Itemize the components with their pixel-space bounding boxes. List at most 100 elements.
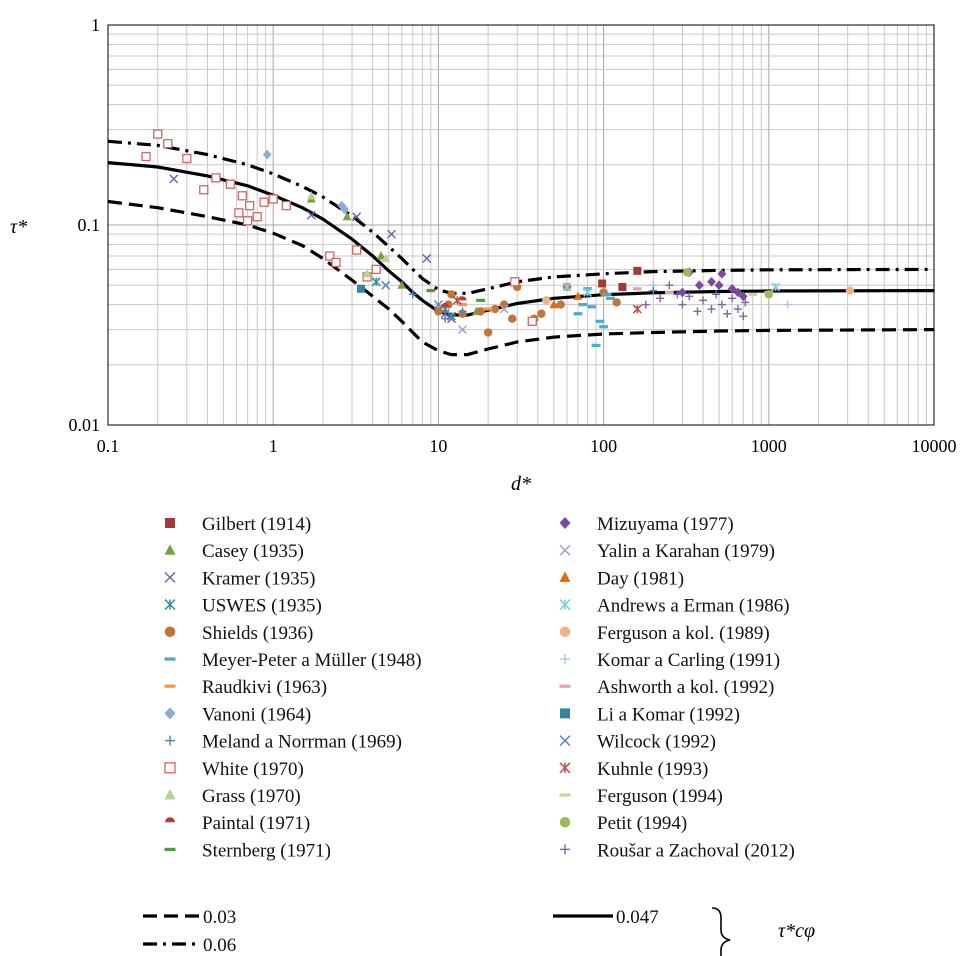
legend-marker <box>165 518 175 528</box>
legend-label: Casey (1935) <box>202 541 304 562</box>
legend-label: Petit (1994) <box>597 813 687 834</box>
legend-item: Ferguson a kol. (1989) <box>559 623 770 644</box>
legend-item: Kramer (1935) <box>164 568 315 589</box>
data-point <box>426 288 436 293</box>
data-point <box>549 299 559 309</box>
data-point <box>163 139 173 149</box>
data-point <box>739 312 748 321</box>
data-point <box>211 173 221 183</box>
legend-item: Raudkivi (1963) <box>164 677 327 698</box>
data-point <box>707 305 716 314</box>
brace-label: τ*cφ <box>778 920 815 942</box>
legend-marker <box>560 844 570 855</box>
data-point <box>583 287 593 298</box>
legend-item: Ferguson (1994) <box>559 786 723 807</box>
legend-label: Yalin a Karahan (1979) <box>597 541 775 562</box>
legend-marker <box>559 544 571 556</box>
data-point <box>510 277 520 287</box>
data-point <box>764 290 773 299</box>
legend-item: Andrews a Erman (1986) <box>559 596 790 617</box>
legend-marker <box>559 571 571 582</box>
data-point <box>357 284 366 293</box>
data-point <box>476 307 485 316</box>
data-point <box>606 296 615 300</box>
data-point <box>573 312 583 316</box>
legend-label: Raudkivi (1963) <box>202 677 327 698</box>
data-point <box>733 287 743 298</box>
legend-item: Komar a Carling (1991) <box>560 650 780 671</box>
data-point <box>458 325 468 335</box>
legend-item: Gilbert (1914) <box>165 514 311 535</box>
curve-0-047 <box>107 161 935 317</box>
x-tick-label: 10000 <box>912 436 957 456</box>
legend-item: Paintal (1971) <box>165 813 310 834</box>
legend-label: Kuhnle (1993) <box>597 759 708 780</box>
data-point <box>508 314 517 323</box>
data-point <box>352 212 362 222</box>
legend-marker <box>164 599 176 611</box>
legend-marker <box>164 847 176 851</box>
data-point <box>262 149 272 160</box>
data-point <box>458 302 467 307</box>
data-point <box>337 200 347 211</box>
data-point <box>712 290 721 299</box>
data-point <box>694 280 704 291</box>
data-point <box>632 287 642 291</box>
threshold-curves <box>107 139 935 357</box>
legend-item: Day (1981) <box>559 568 684 589</box>
legend-marker <box>164 707 176 720</box>
legend-marker <box>559 626 571 638</box>
data-point <box>234 208 244 218</box>
data-point <box>169 174 179 184</box>
data-point <box>599 325 608 329</box>
data-point <box>723 309 732 318</box>
data-point <box>268 194 278 204</box>
data-point <box>693 307 702 316</box>
legend-curve-label: 0.06 <box>203 935 236 956</box>
data-point <box>281 200 291 211</box>
data-point <box>618 282 627 291</box>
x-tick-label: 10 <box>429 436 447 456</box>
legend-label: Paintal (1971) <box>202 813 310 834</box>
legend-curve-item: 0.047 <box>553 907 659 928</box>
plot-frame <box>107 24 935 426</box>
data-point <box>748 292 758 296</box>
legend-item: Meland a Norrman (1969) <box>165 732 402 753</box>
data-point <box>199 185 209 195</box>
legend-curve-label: 0.047 <box>616 907 659 928</box>
legend-item: Li a Komar (1992) <box>560 704 740 725</box>
legend-marker <box>559 599 571 611</box>
data-point <box>381 253 391 263</box>
data-point <box>422 254 432 263</box>
data-point <box>237 191 247 201</box>
legend-label: Komar a Carling (1991) <box>597 650 780 671</box>
legend-curve-item: 0.03 <box>143 907 236 928</box>
data-point <box>325 251 335 261</box>
data-point <box>633 266 642 275</box>
data-point <box>527 316 537 326</box>
legend-label: Gilbert (1914) <box>202 514 311 535</box>
legend-item: Yalin a Karahan (1979) <box>559 541 775 562</box>
legend-marker <box>560 654 570 664</box>
legend-label: Shields (1936) <box>202 623 313 644</box>
data-point <box>707 276 716 287</box>
legend-label: White (1970) <box>202 759 304 780</box>
data-point <box>452 295 462 305</box>
brace: τ*cφ <box>711 907 815 956</box>
legend-marker <box>164 789 176 800</box>
data-point <box>433 300 443 310</box>
legend-marker <box>559 684 571 688</box>
data-point <box>408 290 417 299</box>
x-tick-label: 100 <box>590 436 617 456</box>
data-point <box>678 300 687 309</box>
legend-label: Wilcock (1992) <box>597 732 716 753</box>
data-point <box>733 305 742 314</box>
legend: Gilbert (1914) Casey (1935) Kramer (1935) U… <box>143 514 815 956</box>
data-point <box>331 257 341 268</box>
data-point <box>578 302 588 307</box>
data-point <box>717 300 726 309</box>
data-point <box>665 281 674 290</box>
legend-marker <box>164 544 176 555</box>
legend-item: Grass (1970) <box>164 786 301 807</box>
data-point <box>342 211 352 221</box>
